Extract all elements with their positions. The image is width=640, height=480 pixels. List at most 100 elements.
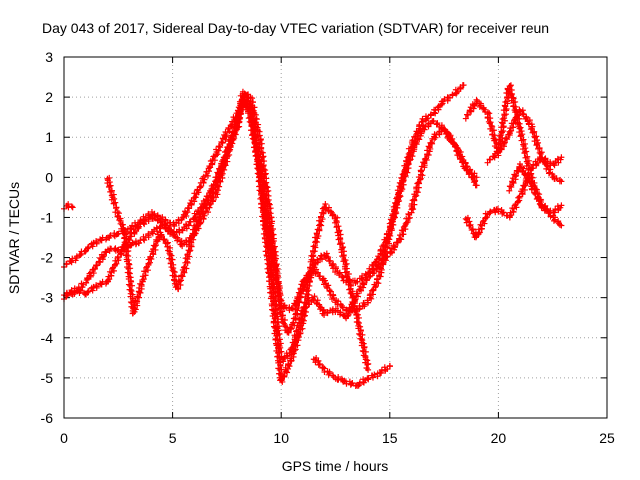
data-point [127, 277, 134, 284]
data-point [542, 206, 549, 213]
data-point [473, 174, 480, 181]
data-point [495, 208, 502, 215]
data-point [336, 270, 343, 277]
data-point [290, 315, 297, 322]
data-point [400, 223, 407, 230]
data-point [390, 215, 397, 222]
data-point [517, 133, 524, 140]
data-point [286, 324, 293, 331]
x-tick-label: 10 [273, 430, 289, 446]
data-point [538, 204, 545, 211]
data-point [359, 272, 366, 279]
data-series [484, 82, 565, 216]
data-point [233, 122, 240, 129]
data-point [339, 304, 346, 311]
data-point [462, 115, 469, 122]
data-point [541, 207, 548, 214]
y-axis-tick-labels: -6 -5 -4 -3 -2 -1 0 1 2 3 [41, 49, 54, 426]
data-point [192, 194, 199, 201]
y-tick-label: -1 [41, 209, 54, 225]
data-point [455, 147, 462, 154]
data-point [285, 361, 292, 368]
data-point [352, 307, 359, 314]
data-point [539, 154, 546, 161]
data-point [210, 198, 217, 205]
data-point [303, 304, 310, 311]
data-point [486, 110, 493, 117]
data-point [527, 126, 534, 133]
data-point [434, 120, 441, 127]
data-point [114, 253, 121, 260]
data-point [418, 129, 425, 136]
data-point [100, 252, 107, 259]
data-point [264, 256, 271, 263]
data-point [192, 226, 199, 233]
data-point [381, 247, 388, 254]
data-point [497, 140, 504, 147]
data-point [467, 104, 474, 111]
data-point [248, 118, 255, 125]
data-point [526, 117, 533, 124]
data-point [516, 115, 523, 122]
data-point [294, 342, 301, 349]
data-point [136, 223, 143, 230]
data-point [85, 244, 92, 251]
data-series [506, 161, 565, 229]
data-point [449, 91, 456, 98]
data-point [382, 243, 389, 250]
data-point [349, 380, 356, 387]
data-point [126, 270, 133, 277]
data-point [463, 219, 470, 226]
data-point [261, 213, 268, 220]
data-point [310, 243, 317, 250]
data-point [404, 169, 411, 176]
data-point [95, 258, 102, 265]
data-point [545, 210, 552, 217]
data-point [266, 261, 273, 268]
data-point [269, 285, 276, 292]
data-point [388, 219, 395, 226]
data-point [68, 259, 75, 266]
data-point [315, 361, 322, 368]
plot-frame [63, 56, 608, 419]
data-point [491, 132, 498, 139]
data-point [329, 212, 336, 219]
data-point [388, 227, 395, 234]
chart-title: Day 043 of 2017, Sidereal Day-to-day VTE… [42, 20, 549, 36]
data-point [258, 179, 265, 186]
data-point [169, 256, 176, 263]
data-point [194, 187, 201, 194]
data-point [460, 82, 467, 89]
data-point [138, 281, 145, 288]
data-point [299, 316, 306, 323]
data-point [183, 237, 190, 244]
data-point [271, 315, 278, 322]
data-point [361, 343, 368, 350]
data-point [521, 149, 528, 156]
data-point [198, 206, 205, 213]
data-point [336, 241, 343, 248]
data-point [196, 183, 203, 190]
data-point [167, 230, 174, 237]
data-point [314, 226, 321, 233]
data-point [170, 268, 177, 275]
data-point [92, 265, 99, 272]
data-point [486, 210, 493, 217]
data-point [333, 224, 340, 231]
data-point [414, 189, 421, 196]
data-point [246, 100, 253, 107]
data-point [289, 351, 296, 358]
data-point [259, 196, 266, 203]
data-point [479, 218, 486, 225]
data-point [476, 103, 483, 110]
data-point [530, 182, 537, 189]
data-point [259, 209, 266, 216]
data-point [74, 287, 81, 294]
data-point [267, 205, 274, 212]
data-point [153, 224, 160, 231]
data-point [278, 304, 285, 311]
data-point [127, 225, 134, 232]
data-point [396, 232, 403, 239]
data-point [127, 233, 134, 240]
